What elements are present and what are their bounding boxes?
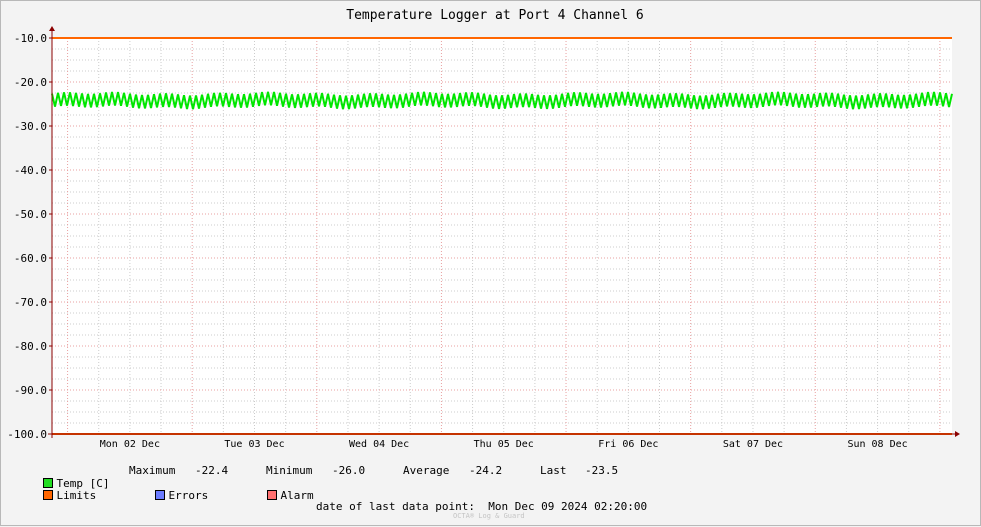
last-data-point-value: Mon Dec 09 2024 02:20:00 [488, 500, 648, 513]
legend-limits: Limits [16, 476, 96, 515]
stat-minimum-label: Minimum [266, 464, 313, 477]
watermark-text: OCTA® Log & Guard [453, 512, 525, 520]
x-tick-label: Mon 02 Dec [100, 439, 160, 450]
axes [48, 26, 960, 438]
y-tick-label: -70.0 [14, 296, 47, 309]
legend-temp-label: Temp [C] [56, 477, 110, 490]
x-axis-arrow [955, 431, 960, 437]
last-data-point: date of last data point: Mon Dec 09 2024… [316, 500, 647, 513]
y-tick-label: -100.0 [7, 428, 47, 441]
stat-average-label: Average [403, 464, 450, 477]
chart-title: Temperature Logger at Port 4 Channel 6 [346, 8, 643, 23]
legend-errors-label: Errors [168, 489, 209, 502]
limits-swatch [42, 490, 53, 500]
y-tick-label: -30.0 [14, 120, 47, 133]
legend-alarm: Alarm [240, 476, 314, 515]
y-tick-labels: -10.0 -20.0 -30.0 -40.0 -50.0 -60.0 -70.0 -80.0… [7, 32, 47, 441]
x-tick-label: Sat 07 Dec [723, 439, 783, 450]
y-tick-label: -60.0 [14, 252, 47, 265]
y-tick-label: -90.0 [14, 384, 47, 397]
minor-grid [52, 38, 952, 434]
temp-series-line [51, 91, 953, 110]
legend-alarm-label: Alarm [280, 489, 314, 502]
last-data-point-label: date of last data point: [316, 500, 475, 513]
legend-limits-label: Limits [56, 489, 97, 502]
y-tick-label: -50.0 [14, 208, 47, 221]
temp-series [51, 91, 953, 110]
temp-swatch [42, 478, 53, 488]
x-tick-label: Tue 03 Dec [224, 439, 284, 450]
y-axis-arrow [49, 26, 55, 31]
x-tick-label: Fri 06 Dec [598, 439, 658, 450]
stat-last-value: -23.5 [585, 464, 619, 477]
y-tick-label: -10.0 [14, 32, 47, 45]
x-tick-labels: Mon 02 Dec Tue 03 Dec Wed 04 Dec Thu 05 Dec… [100, 439, 908, 450]
x-tick-label: Sun 08 Dec [847, 439, 907, 450]
legend-errors: Errors [128, 476, 208, 515]
stat-minimum-value: -26.0 [332, 464, 366, 477]
stat-average-value: -24.2 [469, 464, 503, 477]
stat-maximum-value: -22.4 [195, 464, 229, 477]
errors-swatch [154, 490, 165, 500]
alarm-swatch [266, 490, 277, 500]
y-tick-label: -80.0 [14, 340, 47, 353]
x-tick-label: Thu 05 Dec [474, 439, 534, 450]
legend-temp: Temp [C] [16, 464, 109, 503]
y-tick-label: -40.0 [14, 164, 47, 177]
stat-last-label: Last [540, 464, 567, 477]
y-tick-label: -20.0 [14, 76, 47, 89]
stat-maximum-label: Maximum [129, 464, 176, 477]
x-tick-label: Wed 04 Dec [349, 439, 409, 450]
